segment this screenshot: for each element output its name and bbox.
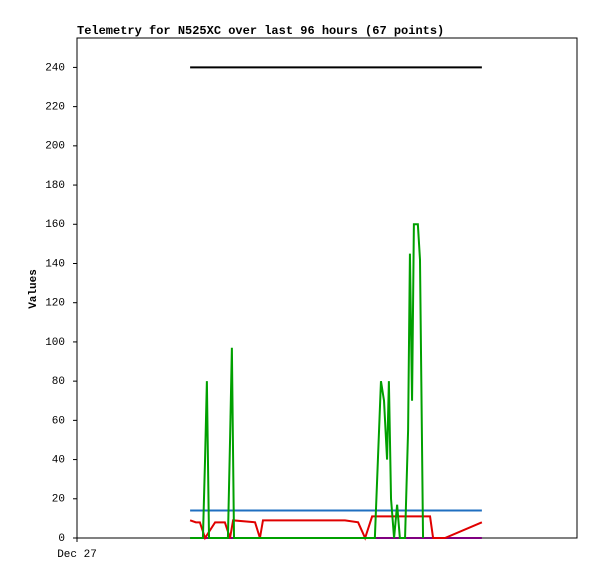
x-tick-label: Dec 27	[57, 549, 97, 561]
chart-title: Telemetry for N525XC over last 96 hours …	[77, 24, 444, 38]
y-axis-label: Values	[28, 269, 40, 309]
y-tick-label: 200	[45, 141, 65, 153]
y-tick-label: 60	[52, 415, 65, 427]
y-tick-label: 220	[45, 102, 65, 114]
y-tick-label: 0	[58, 533, 65, 545]
y-tick-label: 100	[45, 337, 65, 349]
series-line	[189, 515, 483, 541]
y-tick-label: 160	[45, 219, 65, 231]
y-tick-label: 20	[52, 494, 65, 506]
y-tick-label: 140	[45, 258, 65, 270]
y-tick-label: 240	[45, 62, 65, 74]
series-line	[190, 223, 425, 539]
y-tick-label: 40	[52, 454, 65, 466]
y-tick-label: 80	[52, 376, 65, 388]
y-tick-label: 120	[45, 298, 65, 310]
plot-frame	[76, 37, 578, 539]
y-tick-label: 180	[45, 180, 65, 192]
